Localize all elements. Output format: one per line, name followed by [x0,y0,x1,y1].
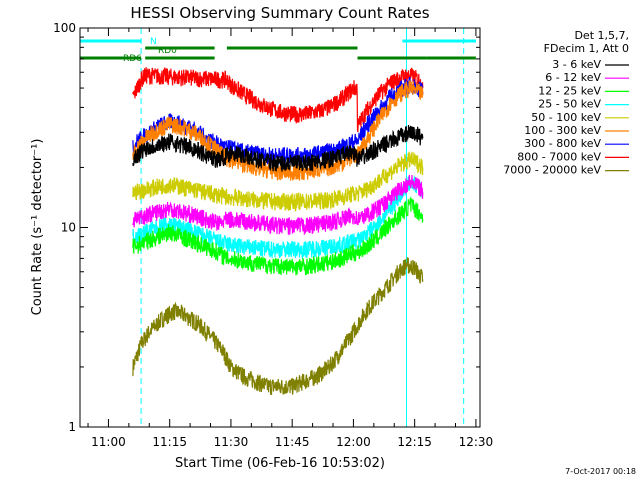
x-tick-label: 11:00 [91,435,126,449]
legend-label: 50 - 100 keV [531,111,601,124]
legend-label: 7000 - 20000 keV [503,164,601,177]
series-line-12-25-kev [132,196,424,276]
y-axis-label: Count Rate (s⁻¹ detector⁻¹) [30,139,45,316]
x-tick-label: 11:30 [214,435,249,449]
legend-header-line-1: Det 1,5,7, [574,29,629,42]
legend-label: 100 - 300 keV [524,124,601,137]
legend-label: 800 - 7000 keV [517,150,601,163]
series-line-7000-20000-kev [132,257,424,396]
footer-timestamp: 7-Oct-2017 00:18 [565,467,636,476]
x-tick-label: 11:45 [275,435,310,449]
x-tick-label: 12:15 [397,435,432,449]
y-tick-label: 100 [53,21,76,35]
legend-header-line-2: FDecim 1, Att 0 [544,42,629,55]
y-tick-label: 1 [68,420,76,434]
series-line-800-7000-kev [132,66,424,133]
x-tick-label: 12:00 [336,435,371,449]
series-line-50-100-kev [132,151,424,213]
legend-label: 300 - 800 keV [524,137,601,150]
legend-label: 6 - 12 keV [545,71,601,84]
legend-label: 3 - 6 keV [552,58,601,71]
x-tick-label: 11:15 [152,435,187,449]
y-tick-label: 10 [61,221,76,235]
series-line-25-50-kev [132,176,424,260]
legend-label: 12 - 25 keV [538,84,601,97]
x-tick-label: 12:30 [459,435,494,449]
axes: 1 10 100 11:00 11:15 11:30 11:45 12:00 12:15 12:3… [53,21,493,449]
flag-label-rd0: RD0 [158,46,177,56]
chart-title: HESSI Observing Summary Count Rates [130,4,429,22]
flag-label-rd6: RD6 [123,54,142,64]
flag-label-n: N [150,37,157,47]
series-line-3-6-kev [132,124,424,172]
legend-label: 25 - 50 keV [538,98,601,111]
x-axis-label: Start Time (06-Feb-16 10:53:02) [175,456,385,471]
series-line-6-12-kev [132,174,424,236]
